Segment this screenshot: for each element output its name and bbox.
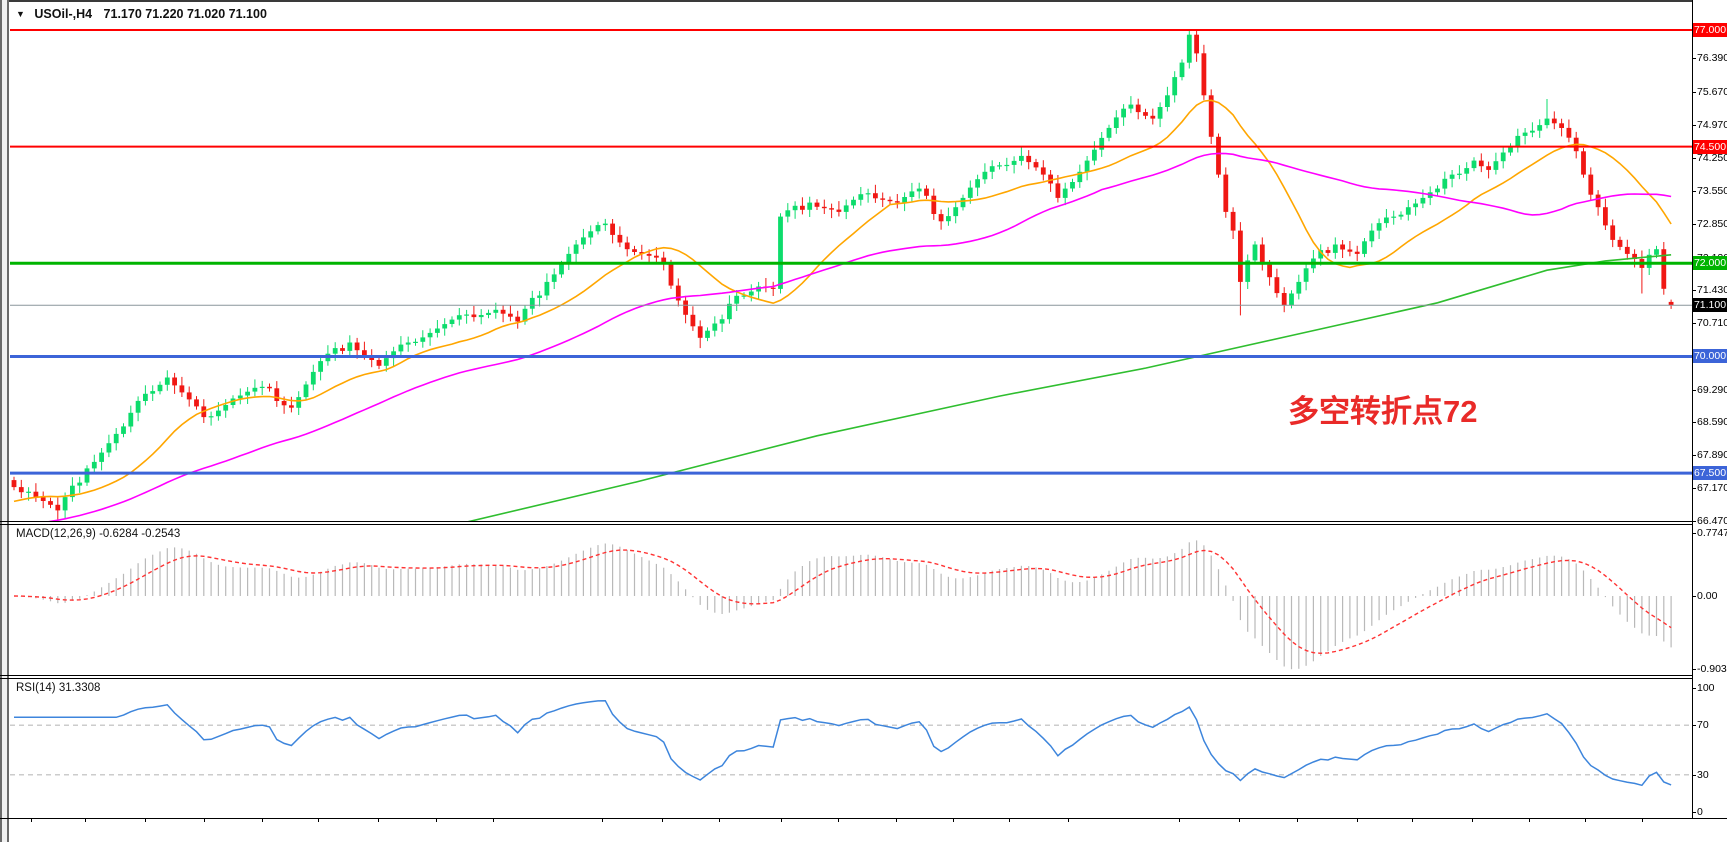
time-tick — [1585, 818, 1586, 822]
price-label-74.970: 74.970 — [1697, 119, 1727, 131]
panel-separator — [0, 524, 1693, 525]
time-tick — [1472, 818, 1473, 822]
time-tick — [781, 818, 782, 822]
price-label-70.000-badge: 70.000 — [1693, 349, 1727, 363]
macd-indicator-canvas[interactable] — [10, 525, 1692, 675]
time-tick — [145, 818, 146, 822]
time-tick — [262, 818, 263, 822]
axis-tick — [1692, 521, 1696, 522]
symbol-dropdown-icon[interactable]: ▼ — [16, 9, 25, 19]
time-tick — [1239, 818, 1240, 822]
axis-tick — [1692, 533, 1696, 534]
rsi-indicator-canvas[interactable] — [10, 679, 1692, 818]
time-axis-line — [0, 818, 1727, 819]
chart-title: ▼ USOil-,H4 71.170 71.220 71.020 71.100 — [16, 7, 267, 21]
price-label-71.430: 71.430 — [1697, 284, 1727, 296]
price-label-68.590: 68.590 — [1697, 416, 1727, 428]
price-label-72.000-badge: 72.000 — [1693, 256, 1727, 270]
price-chart-canvas[interactable] — [10, 0, 1692, 521]
ohlc-readout: 71.170 71.220 71.020 71.100 — [103, 7, 267, 21]
time-tick — [719, 818, 720, 822]
panel-separator — [0, 678, 1693, 679]
time-tick — [838, 818, 839, 822]
price-label-67.500-badge: 67.500 — [1693, 466, 1727, 480]
rsi-label: RSI(14) 31.3308 — [16, 682, 101, 694]
price-label-76.390: 76.390 — [1697, 52, 1727, 64]
time-tick — [1068, 818, 1069, 822]
time-tick — [662, 818, 663, 822]
price-label-77.000-badge: 77.000 — [1693, 23, 1727, 37]
price-label-71.100-badge: 71.100 — [1693, 298, 1727, 312]
price-label-66.470: 66.470 — [1697, 515, 1727, 527]
chart-text-annotation[interactable]: 多空转折点72 — [1288, 394, 1478, 429]
time-tick — [602, 818, 603, 822]
time-tick — [1412, 818, 1413, 822]
panel-separator[interactable] — [0, 521, 1693, 522]
axis-tick — [1692, 775, 1696, 776]
time-tick — [436, 818, 437, 822]
time-tick — [1179, 818, 1180, 822]
price-label-67.170: 67.170 — [1697, 482, 1727, 494]
time-tick — [85, 818, 86, 822]
price-axis[interactable] — [1692, 0, 1727, 818]
time-tick — [1529, 818, 1530, 822]
panel-separator[interactable] — [0, 675, 1693, 676]
time-tick — [378, 818, 379, 822]
axis-tick — [1692, 390, 1696, 391]
time-tick — [493, 818, 494, 822]
axis-tick — [1692, 725, 1696, 726]
axis-tick — [1692, 812, 1696, 813]
macd-axis-label: -0.9034 — [1697, 663, 1727, 675]
time-tick — [896, 818, 897, 822]
axis-tick — [1692, 596, 1696, 597]
macd-axis-label: 0.7747 — [1697, 527, 1727, 539]
time-tick — [1642, 818, 1643, 822]
axis-tick — [1692, 191, 1696, 192]
time-tick — [318, 818, 319, 822]
time-tick — [31, 818, 32, 822]
rsi-axis-label: 30 — [1697, 769, 1709, 781]
axis-tick — [1692, 290, 1696, 291]
macd-label: MACD(12,26,9) -0.6284 -0.2543 — [16, 528, 181, 540]
price-label-70.710: 70.710 — [1697, 317, 1727, 329]
window-top-border — [0, 0, 1727, 2]
axis-tick — [1692, 158, 1696, 159]
price-label-67.890: 67.890 — [1697, 449, 1727, 461]
price-label-74.250: 74.250 — [1697, 152, 1727, 164]
left-scroll-gutter[interactable] — [0, 0, 9, 842]
axis-tick — [1692, 323, 1696, 324]
time-tick — [1357, 818, 1358, 822]
macd-axis-label: 0.00 — [1697, 590, 1718, 602]
axis-tick — [1692, 488, 1696, 489]
axis-tick — [1692, 422, 1696, 423]
time-tick — [1009, 818, 1010, 822]
axis-tick — [1692, 125, 1696, 126]
time-tick — [204, 818, 205, 822]
rsi-axis-label: 70 — [1697, 719, 1709, 731]
axis-tick — [1692, 688, 1696, 689]
rsi-axis-label: 100 — [1697, 682, 1715, 694]
axis-tick — [1692, 92, 1696, 93]
time-tick — [1297, 818, 1298, 822]
axis-tick — [1692, 455, 1696, 456]
time-axis[interactable]: 31 May 20211 Jun 12:002 Jun 20:004 Jun 0… — [0, 818, 1727, 842]
price-label-73.550: 73.550 — [1697, 185, 1727, 197]
axis-tick — [1692, 58, 1696, 59]
price-label-74.500-badge: 74.500 — [1693, 140, 1727, 154]
rsi-axis-label: 0 — [1697, 806, 1703, 818]
time-tick — [953, 818, 954, 822]
axis-tick — [1692, 669, 1696, 670]
axis-tick — [1692, 224, 1696, 225]
price-label-72.850: 72.850 — [1697, 218, 1727, 230]
price-label-69.290: 69.290 — [1697, 384, 1727, 396]
symbol-timeframe-label: USOil-,H4 — [34, 7, 93, 21]
price-label-75.670: 75.670 — [1697, 86, 1727, 98]
